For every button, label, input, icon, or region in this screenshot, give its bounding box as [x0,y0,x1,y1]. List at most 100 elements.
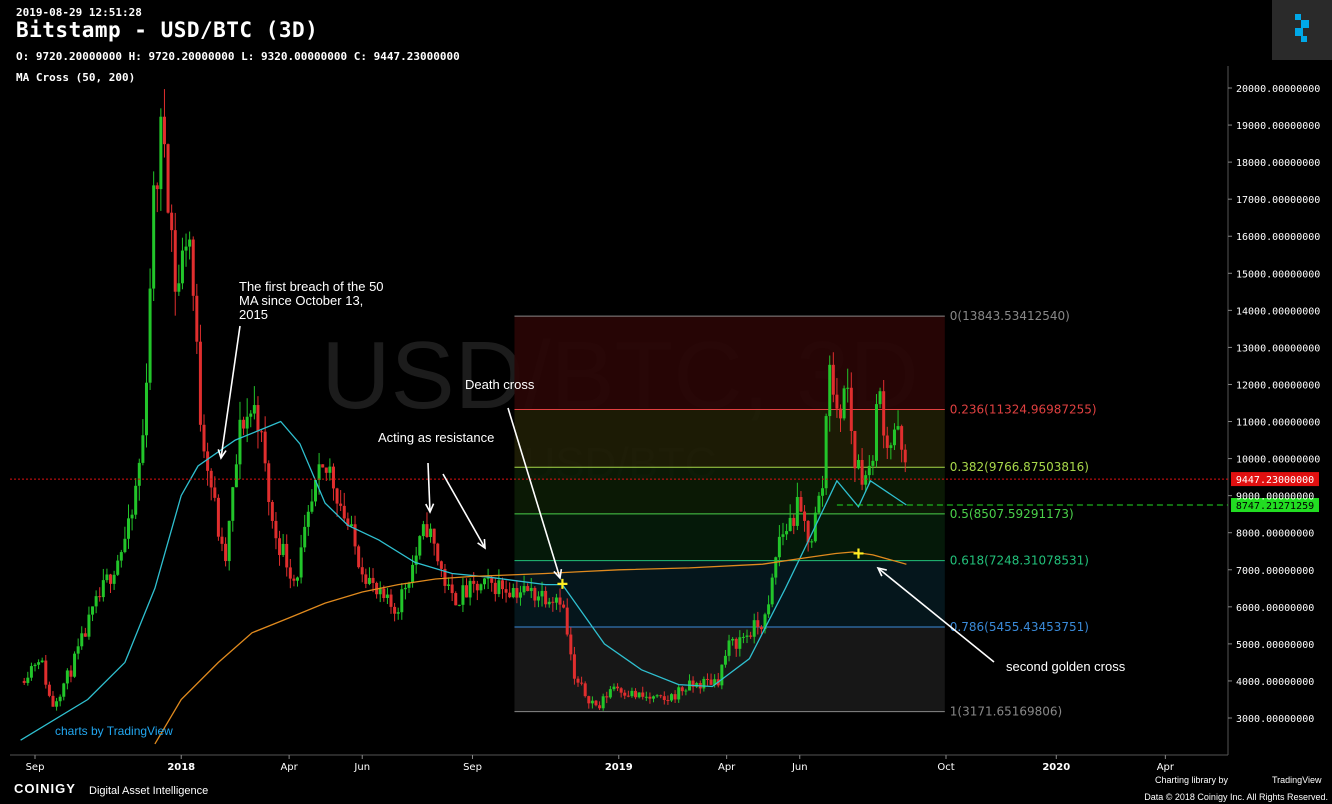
candle-body [713,679,717,685]
candle-body [73,653,77,677]
candle-body [583,683,587,697]
x-tick-label: 2019 [605,762,633,773]
y-tick-label: 16000.00000000 [1236,232,1320,243]
y-tick-label: 9000.00000000 [1236,492,1314,503]
candle-body [242,419,246,429]
candle-body [220,536,224,544]
candle-body [565,607,569,635]
tradingview-credit[interactable]: charts by TradingView [55,724,173,738]
candle-body [195,295,199,342]
candle-body [684,690,688,692]
candle-body [828,364,832,417]
y-tick-label: 12000.00000000 [1236,380,1320,391]
candle-body [227,520,231,562]
x-tick-label: Apr [280,762,298,773]
annotation-arrow [220,325,241,459]
y-tick-label: 11000.00000000 [1236,418,1320,429]
candle-body [634,690,638,698]
candle-body [134,485,138,515]
x-tick-label: Apr [718,762,736,773]
ma50-line [20,420,907,741]
fib-level-label: 0.5(8507.59291173) [950,507,1074,521]
annotation-golden-cross: second golden cross [1006,659,1126,674]
candle-body [824,416,828,489]
y-tick-label: 5000.00000000 [1236,640,1314,651]
fib-zone [514,467,945,514]
x-tick-label: Apr [1157,762,1175,773]
candle-body [389,594,393,607]
candle-body [177,283,181,292]
candle-body [792,517,796,526]
candle-body [429,528,433,537]
x-tick-label: Jun [353,762,370,773]
fib-level-label: 0.236(11324.96987255) [950,402,1097,416]
candle-body [601,696,605,709]
candle-body [486,577,490,579]
candle-body [558,597,562,605]
candle-body [447,584,451,586]
candle-body [173,230,177,292]
candle-body [234,464,238,488]
candle-body [245,416,249,429]
candle-body [188,239,192,247]
y-tick-label: 6000.00000000 [1236,603,1314,614]
coinigy-logo-icon[interactable] [1272,0,1332,60]
candle-body [148,288,152,383]
candle-body [454,593,458,606]
candle-body [878,391,882,405]
candle-body [457,604,461,606]
candle-body [547,601,551,605]
annotation-arrowhead [876,566,887,577]
candle-body [238,419,242,465]
candle-body [522,586,526,593]
y-tick-label: 18000.00000000 [1236,158,1320,169]
candle-body [511,588,515,598]
candle-body [274,520,278,539]
annotation-arrow [427,462,431,513]
x-tick-label: Sep [26,762,45,773]
candle-body [414,555,418,565]
ma200-line [154,551,907,745]
chart-title: Bitstamp - USD/BTC (3D) [16,18,319,42]
candle-body [76,646,80,654]
candle-body [393,606,397,614]
candle-body [231,487,235,521]
candle-body [55,701,59,707]
candle-body [504,589,508,593]
candle-body [752,620,756,637]
candle-body [630,690,634,697]
fib-level-label: 0.618(7248.31078531) [950,554,1089,568]
candle-body [162,116,166,145]
candle-body [26,677,30,683]
candle-body [774,557,778,578]
candle-body [594,700,598,706]
candle-body [759,626,763,630]
candle-body [806,520,810,543]
y-tick-label: 15000.00000000 [1236,269,1320,280]
candle-body [619,688,623,693]
candle-body [702,678,706,689]
candle-body [191,239,195,296]
coinigy-brand[interactable]: COINIGY [14,781,76,796]
candle-body [256,405,260,432]
candle-body [554,597,558,603]
candle-body [644,696,648,698]
candle-body [605,696,609,698]
candle-body [785,531,789,535]
indicator-label[interactable]: MA Cross (50, 200) [16,71,136,84]
candle-body [749,635,753,637]
candle-body [680,687,684,692]
candle-body [831,364,835,395]
last-price-tag [1231,472,1319,487]
candle-body [677,687,681,700]
coinigy-tagline: Digital Asset Intelligence [89,785,209,797]
candle-body [810,541,814,543]
candle-body [288,567,292,579]
candle-body [65,670,69,684]
candle-body [105,574,109,581]
candle-body [745,635,749,637]
candle-body [112,574,116,584]
tradingview-logo[interactable]: TradingView [1272,775,1322,785]
candle-body [544,590,548,605]
